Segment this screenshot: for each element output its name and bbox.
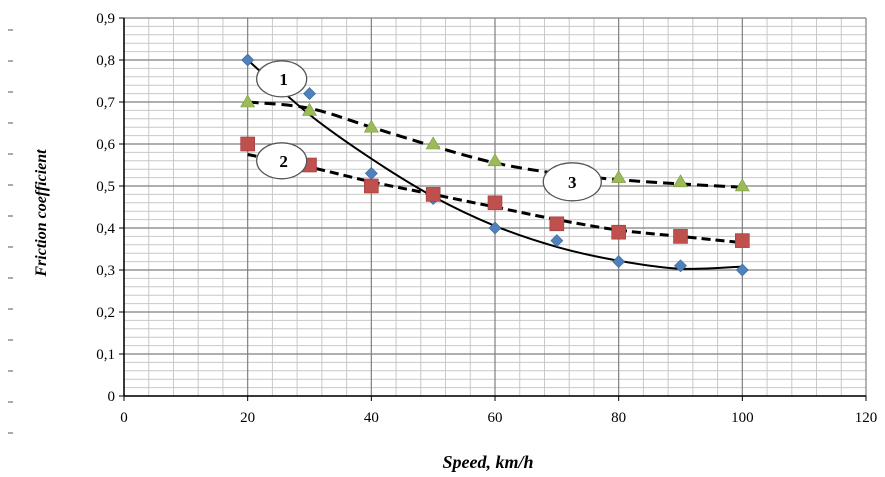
y-tick-label: 0,6	[96, 137, 115, 153]
data-point-series-1	[735, 263, 749, 277]
x-tick-label: 120	[855, 410, 878, 426]
data-point-series-1	[241, 53, 255, 67]
callout-ellipse-2	[256, 142, 308, 180]
y-tick-label: 0,2	[96, 305, 115, 321]
data-point-series-3	[425, 136, 441, 150]
y-tick-label: 0,7	[96, 95, 115, 111]
callout-label-3: 3	[568, 173, 577, 192]
callout-ellipse-1	[256, 60, 308, 98]
y-tick-label: 0,9	[96, 11, 115, 27]
data-point-series-2	[240, 136, 255, 152]
x-tick-label: 60	[488, 410, 503, 426]
y-axis-title: Friction coefficient	[33, 149, 50, 278]
data-point-series-3	[301, 102, 318, 116]
data-point-series-1	[303, 87, 316, 101]
y-tick-label: 0,3	[96, 263, 115, 279]
data-point-series-1	[674, 259, 687, 273]
data-point-series-3	[672, 174, 689, 188]
data-point-series-3	[363, 119, 379, 133]
callout-label-1: 1	[279, 70, 288, 89]
data-point-series-1	[550, 234, 564, 248]
data-point-series-1	[488, 221, 502, 235]
data-point-series-2	[487, 195, 503, 211]
y-tick-label: 0,5	[96, 179, 115, 195]
callout-ellipse-3	[542, 162, 602, 202]
x-tick-label: 40	[364, 410, 379, 426]
series-3-points	[240, 94, 750, 192]
data-point-series-3	[734, 178, 750, 192]
data-point-series-2	[673, 229, 688, 244]
x-tick-label: 0	[120, 410, 128, 426]
data-point-series-2	[735, 233, 750, 248]
data-point-series-2	[611, 224, 626, 240]
x-tick-label: 20	[240, 410, 255, 426]
x-tick-label: 100	[731, 410, 754, 426]
callout-label-2: 2	[279, 152, 288, 171]
data-point-series-2	[364, 178, 379, 194]
y-tick-label: 0,8	[96, 53, 115, 69]
y-tick-label: 0,1	[96, 347, 115, 363]
data-point-series-2	[425, 187, 441, 202]
trendline-series-1	[247, 59, 743, 270]
data-point-series-3	[611, 170, 627, 183]
x-axis-title: Speed, km/h	[442, 452, 533, 472]
y-tick-label: 0	[108, 389, 116, 405]
data-point-series-1	[612, 255, 626, 269]
data-point-series-2	[549, 216, 565, 232]
series-2-points	[240, 136, 750, 248]
data-point-series-3	[240, 94, 256, 108]
data-point-series-3	[487, 153, 503, 167]
y-tick-label: 0,4	[96, 221, 115, 237]
x-tick-label: 80	[611, 410, 626, 426]
